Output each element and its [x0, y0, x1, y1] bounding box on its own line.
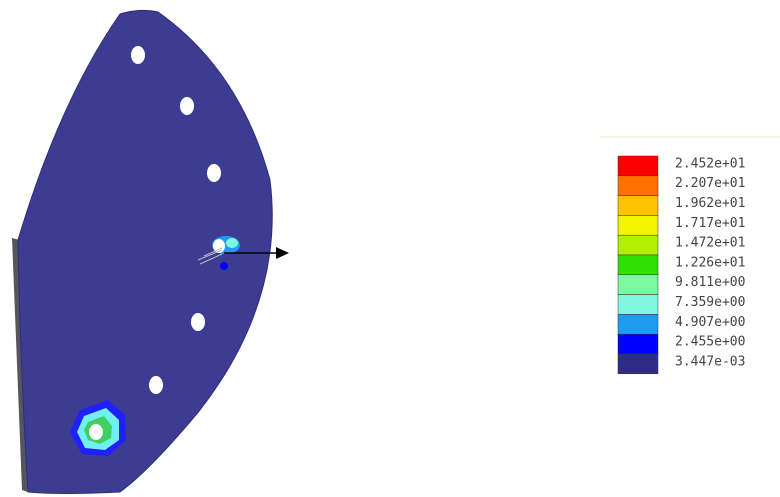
legend-label: 9.811e+00 [675, 275, 745, 290]
legend-label: 2.452e+01 [675, 156, 745, 171]
legend-label: 2.455e+00 [675, 335, 745, 350]
hole [180, 97, 194, 115]
legend-swatch [618, 235, 658, 255]
legend-label: 1.226e+01 [675, 255, 745, 270]
legend-label: 1.962e+01 [675, 196, 745, 211]
legend-swatch [618, 314, 658, 334]
hole [191, 313, 205, 331]
hole [89, 424, 103, 440]
hole [149, 376, 163, 394]
legend-swatch [618, 255, 658, 275]
arrowhead [276, 247, 289, 259]
fea-view: 2.452e+01 2.207e+01 1.962e+01 1.717e+01 1.47… [0, 0, 780, 497]
legend: 2.452e+01 2.207e+01 1.962e+01 1.717e+01 1.47… [618, 156, 745, 374]
hole [131, 46, 145, 64]
legend-swatch [618, 215, 658, 235]
contour [226, 238, 238, 248]
legend-label: 3.447e-03 [675, 354, 745, 369]
legend-swatch [618, 176, 658, 196]
legend-label: 1.472e+01 [675, 236, 745, 251]
legend-swatch [618, 295, 658, 315]
hole [207, 164, 221, 182]
legend-label: 1.717e+01 [675, 216, 745, 231]
legend-label: 7.359e+00 [675, 295, 745, 310]
legend-swatch [618, 156, 658, 176]
contour [220, 262, 228, 270]
legend-swatch [618, 275, 658, 295]
legend-label: 4.907e+00 [675, 315, 745, 330]
legend-swatch [618, 196, 658, 216]
legend-swatch [618, 354, 658, 374]
legend-label: 2.207e+01 [675, 176, 745, 191]
legend-swatch [618, 334, 658, 354]
